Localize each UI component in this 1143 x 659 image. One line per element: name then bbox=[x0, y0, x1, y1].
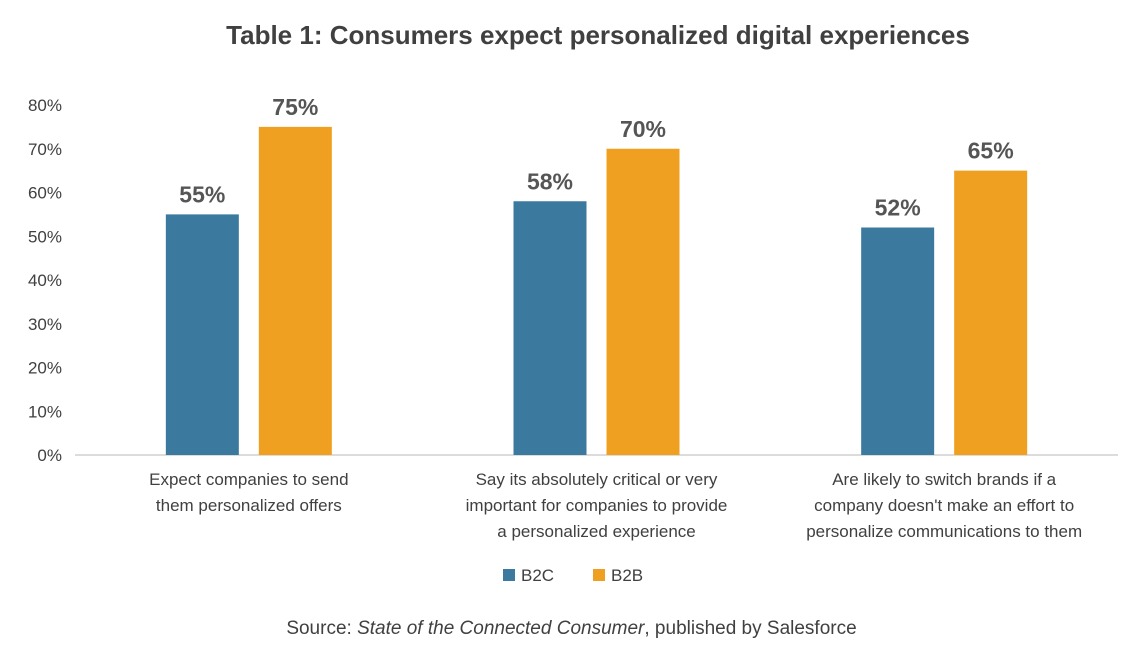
category-label: personalize communications to them bbox=[806, 522, 1082, 541]
category-label: a personalized experience bbox=[497, 522, 695, 541]
data-label: 58% bbox=[527, 168, 573, 194]
bar-b2b bbox=[258, 126, 332, 455]
category-label: Say its absolutely critical or very bbox=[476, 470, 718, 489]
category-label: Are likely to switch brands if a bbox=[832, 470, 1056, 489]
data-label: 52% bbox=[875, 195, 921, 221]
source-suffix: , published by Salesforce bbox=[644, 618, 857, 639]
bar-b2c bbox=[861, 227, 935, 455]
bar-b2c bbox=[165, 214, 239, 455]
category-label: company doesn't make an effort to bbox=[814, 496, 1074, 515]
legend-swatch-b2b bbox=[593, 569, 605, 581]
data-label: 70% bbox=[620, 116, 666, 142]
y-tick-label: 60% bbox=[28, 184, 62, 203]
data-label: 75% bbox=[272, 94, 318, 120]
legend-label-b2c: B2C bbox=[521, 566, 554, 585]
y-tick-label: 70% bbox=[28, 140, 62, 159]
y-tick-label: 10% bbox=[28, 402, 62, 421]
bar-b2c bbox=[513, 201, 587, 455]
category-label: Expect companies to send bbox=[149, 470, 348, 489]
y-tick-label: 50% bbox=[28, 227, 62, 246]
data-label: 65% bbox=[968, 138, 1014, 164]
source-note: Source: State of the Connected Consumer,… bbox=[0, 618, 1143, 640]
bars-group bbox=[165, 126, 1028, 455]
bar-b2b bbox=[954, 170, 1028, 455]
category-label: important for companies to provide bbox=[466, 496, 728, 515]
source-prefix: Source: bbox=[286, 618, 358, 639]
y-tick-label: 20% bbox=[28, 359, 62, 378]
y-tick-label: 80% bbox=[28, 96, 62, 115]
y-axis-ticks: 0% 10% 20% 30% 40% 50% 60% 70% 80% bbox=[28, 96, 62, 465]
bar-b2b bbox=[606, 148, 680, 455]
source-title: State of the Connected Consumer bbox=[357, 618, 645, 639]
y-tick-label: 30% bbox=[28, 315, 62, 334]
chart-title: Table 1: Consumers expect personalized d… bbox=[226, 20, 970, 50]
legend-swatch-b2c bbox=[503, 569, 515, 581]
legend-label-b2b: B2B bbox=[611, 566, 643, 585]
category-label: them personalized offers bbox=[156, 496, 342, 515]
category-labels-group: Expect companies to send them personalize… bbox=[149, 470, 1082, 541]
y-tick-label: 40% bbox=[28, 271, 62, 290]
y-tick-label: 0% bbox=[37, 446, 62, 465]
legend: B2C B2B bbox=[503, 566, 643, 585]
data-label: 55% bbox=[179, 181, 225, 207]
data-labels-group: 55% 75% 58% 70% 52% 65% bbox=[179, 94, 1013, 221]
